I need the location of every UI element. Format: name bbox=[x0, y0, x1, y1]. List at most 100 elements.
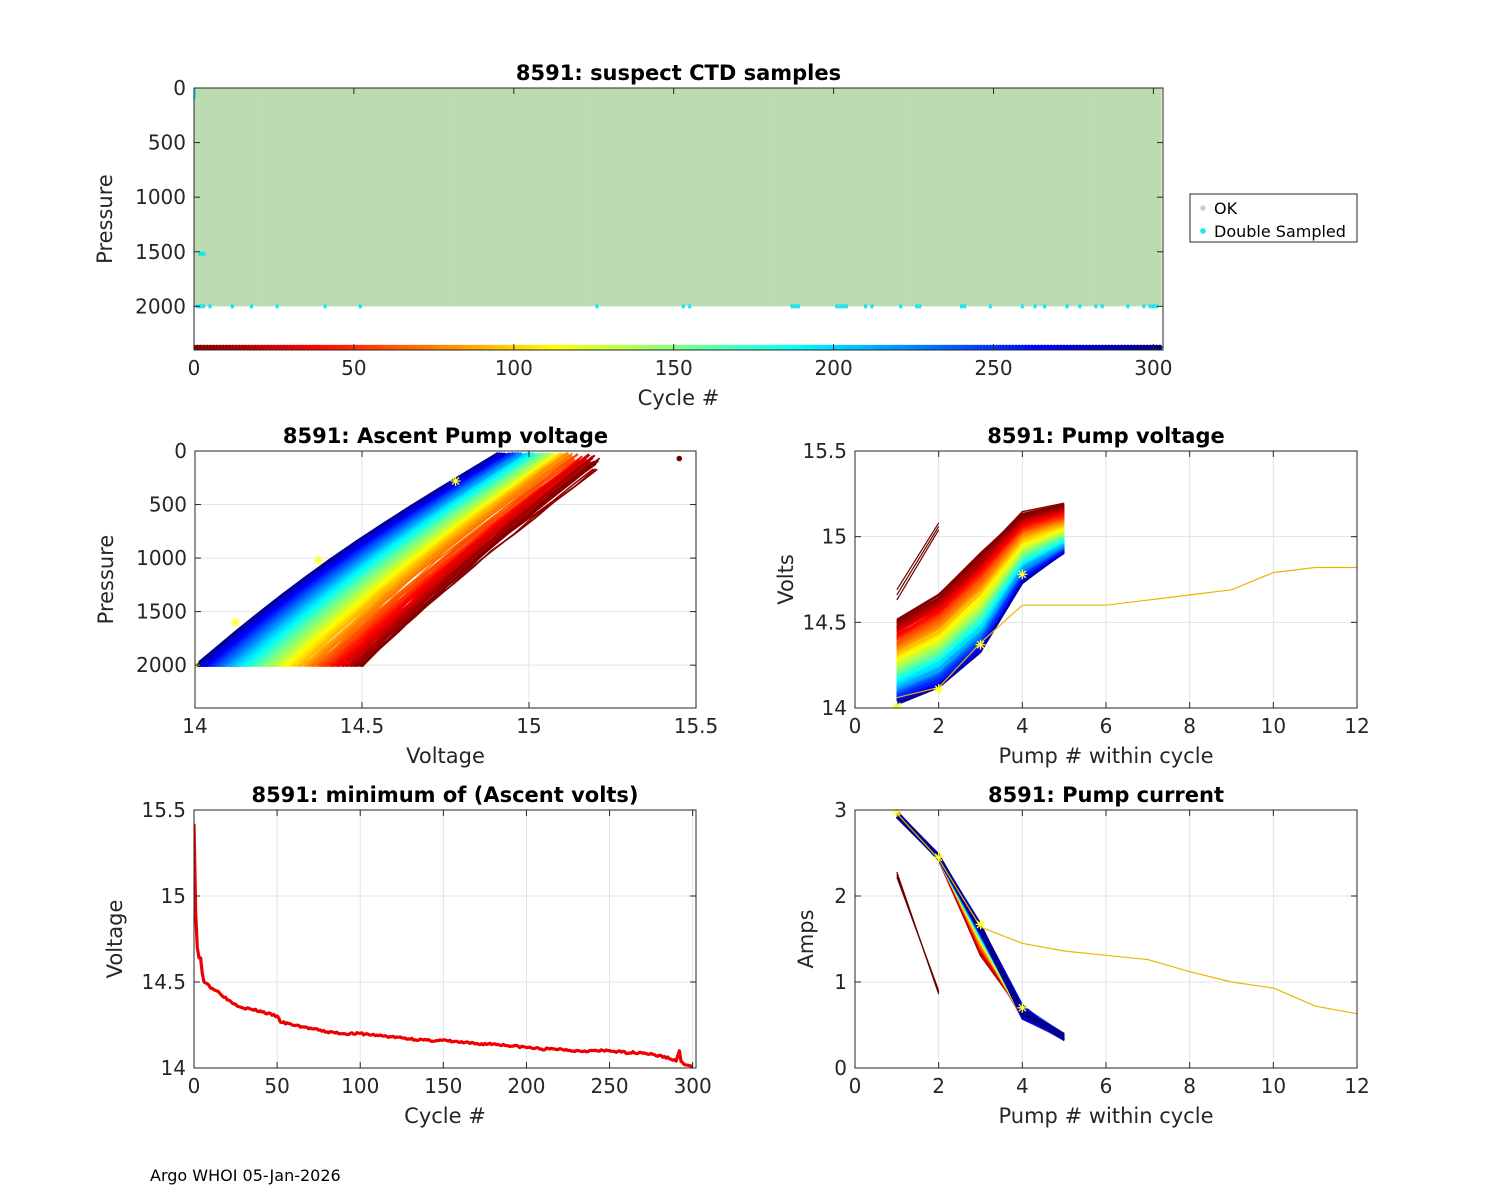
double-sampled-point bbox=[796, 304, 800, 309]
y-tick-label: 500 bbox=[149, 493, 187, 517]
ascent-profile-line bbox=[272, 452, 551, 666]
double-sampled-point bbox=[358, 304, 362, 309]
series bbox=[891, 502, 1357, 708]
cycle-band-point bbox=[1157, 344, 1163, 350]
axes-frame bbox=[194, 450, 697, 709]
star-marker bbox=[1017, 569, 1028, 580]
double-sampled-point bbox=[1151, 304, 1155, 309]
chart-title: 8591: minimum of (Ascent volts) bbox=[251, 783, 638, 807]
y-tick-label: 3 bbox=[834, 798, 847, 822]
star-marker bbox=[975, 919, 986, 930]
ascent-profile-line bbox=[335, 455, 583, 666]
star-marker bbox=[891, 810, 902, 817]
x-tick-label: 4 bbox=[1016, 714, 1029, 738]
double-sampled-point bbox=[835, 304, 839, 309]
x-tick-label: 10 bbox=[1261, 1074, 1286, 1098]
short-series-line bbox=[896, 522, 940, 591]
ascent-profile-point bbox=[221, 663, 225, 667]
series bbox=[195, 451, 683, 671]
star-marker bbox=[933, 684, 944, 695]
plot-content bbox=[195, 451, 696, 708]
series bbox=[194, 88, 1163, 350]
axes-frame bbox=[854, 450, 1358, 709]
x-tick-label: 4 bbox=[1016, 1074, 1029, 1098]
double-sampled-point bbox=[681, 304, 685, 309]
ascent-profile-point bbox=[326, 663, 330, 667]
pump-voltage-line bbox=[896, 519, 1065, 651]
x-axis-label: Cycle # bbox=[404, 1104, 486, 1128]
outlier-series-line bbox=[896, 812, 1357, 1015]
plot-content bbox=[855, 451, 1357, 708]
x-tick-label: 14 bbox=[182, 714, 207, 738]
ascent-profile-point bbox=[229, 663, 233, 667]
legend-marker-double bbox=[1200, 228, 1206, 234]
y-axis-label: Amps bbox=[794, 909, 818, 968]
chart-title: 8591: Pump voltage bbox=[987, 424, 1225, 448]
y-tick-label: 15 bbox=[161, 884, 186, 908]
x-tick-label: 300 bbox=[1134, 356, 1172, 380]
ascent-profile-point bbox=[261, 663, 265, 667]
x-tick-label: 0 bbox=[849, 1074, 862, 1098]
x-tick-label: 100 bbox=[495, 356, 533, 380]
x-tick-label: 150 bbox=[655, 356, 693, 380]
plot-content bbox=[194, 810, 696, 1068]
ascent-profile-point bbox=[288, 663, 292, 667]
chart-pumpv: 0 2 4 6 8 10 12 14 14.5 15 15.5 8591: Pump voltage P… bbox=[774, 424, 1370, 768]
series bbox=[194, 823, 694, 1068]
double-sampled-point bbox=[198, 251, 206, 256]
y-axis-label: Volts bbox=[774, 554, 798, 605]
ascent-profile-line bbox=[312, 456, 571, 666]
legend-label-double: Double Sampled bbox=[1214, 222, 1346, 241]
x-tick-label: 12 bbox=[1344, 714, 1369, 738]
double-sampled-point bbox=[595, 304, 599, 309]
x-tick-label: 10 bbox=[1261, 714, 1286, 738]
x-tick-label: 15.5 bbox=[674, 714, 719, 738]
legend-marker-ok bbox=[1200, 205, 1206, 211]
double-sampled-point bbox=[844, 304, 848, 309]
star-marker bbox=[230, 617, 241, 628]
y-tick-label: 2000 bbox=[136, 653, 187, 677]
ascent-profile-point bbox=[296, 663, 300, 667]
axes-frame bbox=[854, 809, 1358, 1069]
ascent-profile-line bbox=[358, 454, 596, 666]
double-sampled-point bbox=[194, 88, 196, 99]
double-sampled-point bbox=[790, 304, 794, 309]
ascent-profile-line bbox=[292, 452, 562, 666]
double-sampled-point bbox=[688, 304, 692, 309]
x-tick-label: 0 bbox=[188, 1074, 201, 1098]
chart-ascent: 14 14.5 15 15.5 0 500 1000 1500 2000 8591: Ascent… bbox=[94, 424, 718, 768]
x-axis-label: Voltage bbox=[406, 744, 485, 768]
double-sampled-point bbox=[870, 304, 874, 309]
x-axis-label: Pump # within cycle bbox=[999, 1104, 1214, 1128]
x-tick-label: 150 bbox=[424, 1074, 462, 1098]
plot-area bbox=[194, 810, 696, 1068]
ascent-profile-line bbox=[362, 457, 601, 666]
figure: 0 50 100 150 200 250 30005001000150020008591: … bbox=[93, 61, 1370, 1128]
y-axis-label: Pressure bbox=[94, 535, 118, 625]
x-tick-label: 15 bbox=[516, 714, 541, 738]
ascent-profile-line bbox=[323, 458, 576, 666]
y-axis-label: Voltage bbox=[103, 900, 127, 979]
x-tick-label: 14.5 bbox=[340, 714, 385, 738]
double-sampled-point bbox=[793, 304, 797, 309]
ascent-profile-line bbox=[254, 453, 540, 666]
x-tick-label: 100 bbox=[341, 1074, 379, 1098]
y-tick-label: 14.5 bbox=[802, 610, 847, 634]
double-sampled-point bbox=[1043, 304, 1047, 309]
double-sampled-point bbox=[1078, 304, 1082, 309]
y-tick-label: 500 bbox=[148, 131, 186, 155]
plot-content bbox=[855, 810, 1357, 1068]
y-tick-label: 2 bbox=[834, 884, 847, 908]
short-series-line bbox=[896, 529, 940, 601]
star-marker bbox=[933, 852, 944, 863]
ascent-profile-line bbox=[259, 452, 542, 666]
double-sampled-point bbox=[250, 304, 254, 309]
cycle-color-band bbox=[194, 344, 1163, 350]
x-tick-label: 2 bbox=[932, 714, 945, 738]
ascent-profile-point bbox=[253, 663, 258, 667]
x-tick-label: 50 bbox=[264, 1074, 289, 1098]
legend: OK Double Sampled bbox=[1189, 193, 1358, 243]
footer-credit: Argo WHOI 05-Jan-2026 bbox=[150, 1166, 341, 1185]
double-sampled-point bbox=[1094, 304, 1098, 309]
ascent-profile-line bbox=[300, 452, 567, 666]
